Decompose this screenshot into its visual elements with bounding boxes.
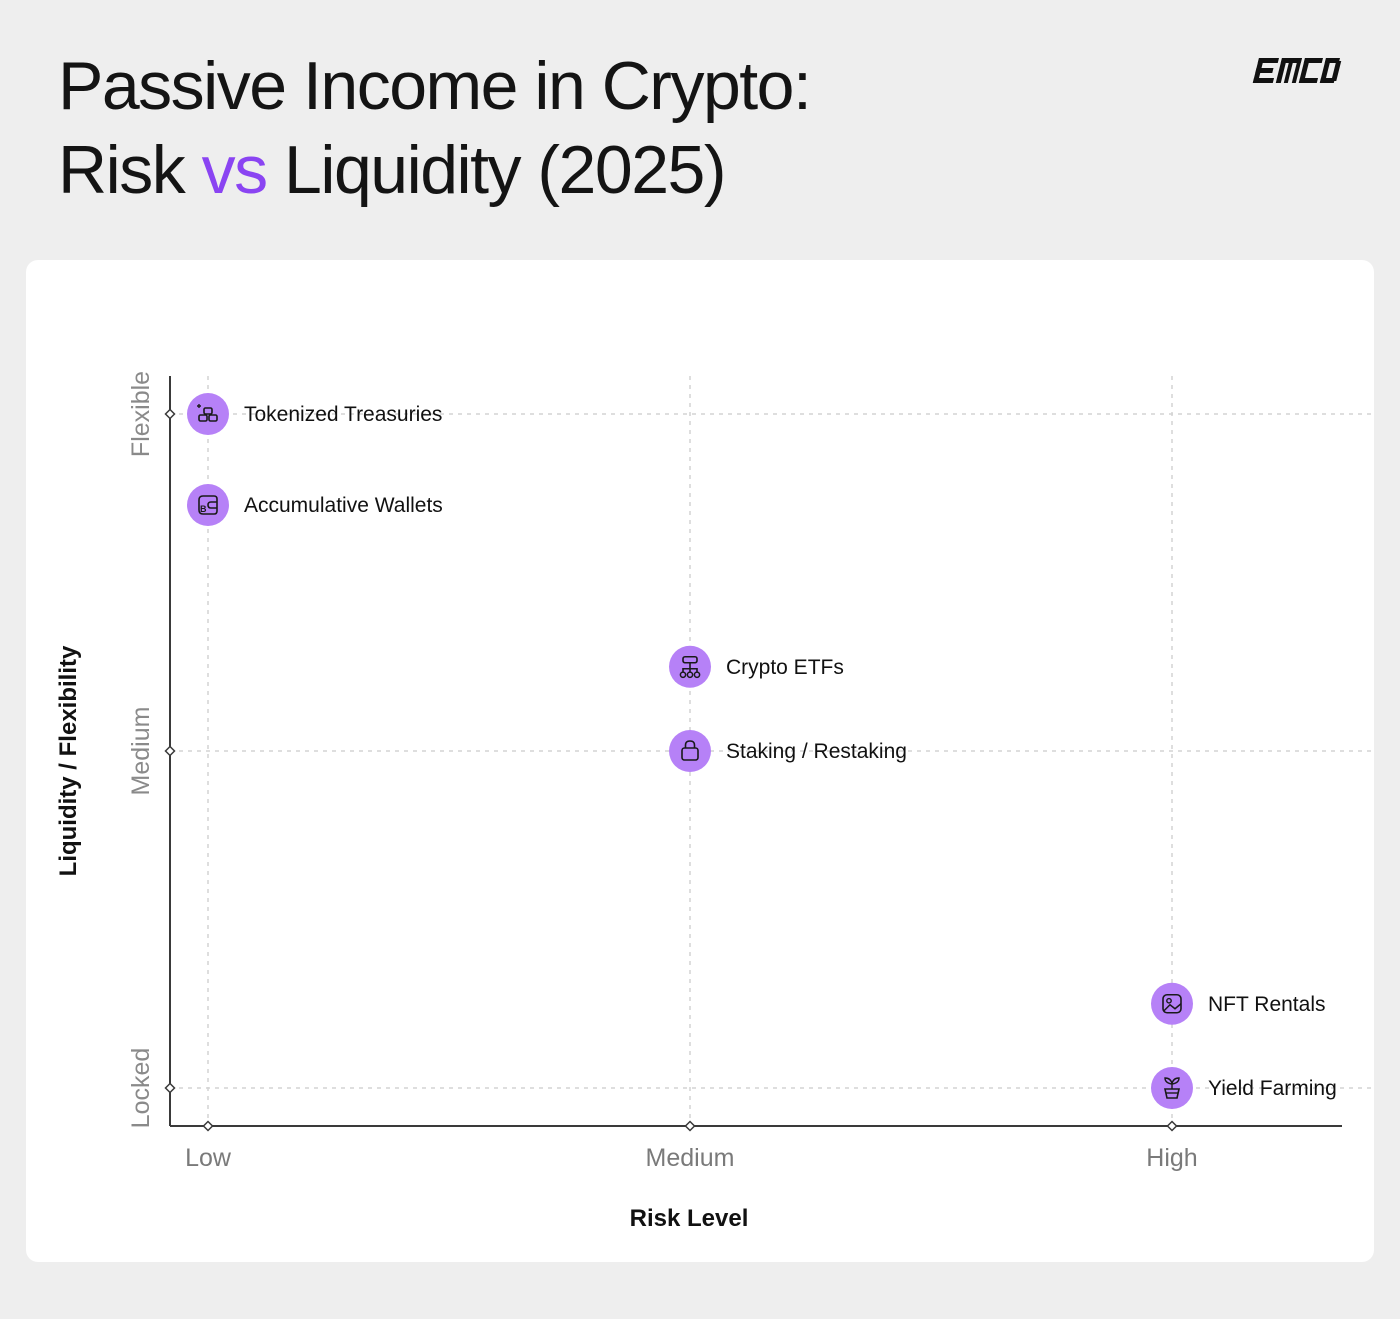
title-line-2: Risk vs Liquidity (2025) bbox=[58, 128, 810, 212]
title-risk: Risk bbox=[58, 132, 184, 208]
data-point: Staking / Restaking bbox=[669, 730, 907, 772]
x-tick-label: Medium bbox=[646, 1144, 735, 1172]
data-point: B Accumulative Wallets bbox=[187, 484, 443, 526]
y-tick-label: Medium bbox=[127, 707, 155, 796]
emcd-logo bbox=[1250, 54, 1346, 88]
x-tick-marker bbox=[204, 1122, 213, 1131]
data-point-label: Staking / Restaking bbox=[726, 740, 907, 763]
data-point-marker bbox=[669, 730, 711, 772]
x-tick-marker bbox=[1168, 1122, 1177, 1131]
data-point-label: Tokenized Treasuries bbox=[244, 403, 442, 426]
data-point: Yield Farming bbox=[1151, 1067, 1337, 1109]
data-point-label: Yield Farming bbox=[1208, 1077, 1337, 1100]
title-liquidity: Liquidity (2025) bbox=[284, 132, 725, 208]
chart-card: Low Medium High Locked Medium Flexible Risk L… bbox=[26, 260, 1374, 1262]
y-tick-marker bbox=[166, 1084, 175, 1093]
x-tick-marker bbox=[686, 1122, 695, 1131]
data-point-label: NFT Rentals bbox=[1208, 993, 1325, 1016]
scatter-chart: Low Medium High Locked Medium Flexible Risk L… bbox=[26, 260, 1374, 1262]
data-point-marker bbox=[1151, 983, 1193, 1025]
title-line-1: Passive Income in Crypto: bbox=[58, 44, 810, 128]
y-tick-label: Flexible bbox=[127, 371, 155, 457]
data-point-label: Accumulative Wallets bbox=[244, 494, 443, 517]
page-title: Passive Income in Crypto: Risk vs Liquid… bbox=[58, 44, 810, 212]
axis-ticks: Low Medium High Locked Medium Flexible bbox=[127, 371, 1198, 1172]
data-point: NFT Rentals bbox=[1151, 983, 1325, 1025]
data-point: Crypto ETFs bbox=[669, 646, 844, 688]
data-point-label: Crypto ETFs bbox=[726, 656, 844, 679]
y-tick-marker bbox=[166, 747, 175, 756]
svg-text:B: B bbox=[200, 504, 207, 514]
x-axis-title: Risk Level bbox=[630, 1205, 749, 1232]
y-tick-label: Locked bbox=[127, 1048, 155, 1129]
x-tick-label: Low bbox=[185, 1144, 232, 1172]
y-axis-title: Liquidity / Flexibility bbox=[55, 645, 82, 876]
y-tick-marker bbox=[166, 410, 175, 419]
x-tick-label: High bbox=[1146, 1144, 1197, 1172]
title-vs: vs bbox=[202, 132, 267, 208]
data-point: Tokenized Treasuries bbox=[187, 393, 442, 435]
